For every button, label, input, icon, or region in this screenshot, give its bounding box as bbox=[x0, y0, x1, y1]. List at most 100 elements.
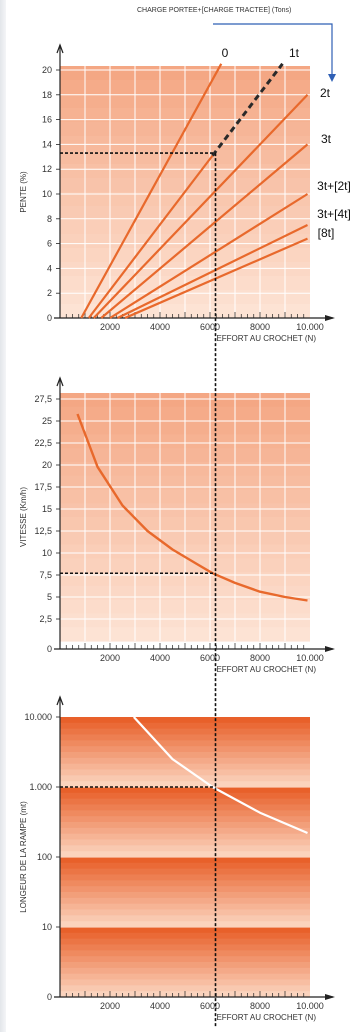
y-tick-label: 12,5 bbox=[34, 526, 52, 536]
x-axis-arrow-icon bbox=[325, 315, 335, 321]
curve-label: 3t bbox=[321, 132, 332, 146]
y-tick-label: 15 bbox=[42, 504, 52, 514]
plot-background-stripe bbox=[60, 868, 310, 876]
vitesse-curve bbox=[76, 413, 308, 602]
chart-panel-1 bbox=[54, 43, 335, 321]
y-axis-arrow-icon bbox=[56, 376, 64, 387]
plot-background-stripe bbox=[60, 769, 310, 776]
x-tick-label: 6000 bbox=[200, 653, 220, 663]
y-axis-arrow-icon bbox=[56, 695, 64, 706]
plot-background-stripe bbox=[60, 775, 310, 782]
curve-label: 3t+[2t] bbox=[317, 179, 351, 193]
y-axis-arrow-icon bbox=[56, 43, 64, 54]
x-axis-arrow-icon bbox=[325, 646, 335, 652]
plot-background-stripe bbox=[60, 827, 310, 835]
plot-background-stripe bbox=[60, 950, 310, 957]
x-tick-label: 6000 bbox=[200, 1001, 220, 1011]
header-legend: CHARGE PORTEE+[CHARGE TRACTEE] (Tons) bbox=[137, 7, 292, 14]
x-tick-label: 4000 bbox=[150, 1001, 170, 1011]
plot-background-stripe bbox=[60, 722, 310, 730]
plot-background-stripe bbox=[60, 798, 310, 806]
y-tick-label: 6 bbox=[47, 239, 52, 249]
x-axis-title: EFFORT AU CROCHET (N) bbox=[216, 1013, 316, 1022]
window-edge bbox=[0, 0, 6, 1032]
plot-background-stripe bbox=[60, 857, 310, 864]
y-axis-title: LONGEUR DE LA RAMPE (mt) bbox=[19, 801, 28, 913]
y-tick-label: 18 bbox=[42, 90, 52, 100]
y-tick-label: 17,5 bbox=[34, 482, 52, 492]
plot-background-stripe bbox=[60, 938, 310, 946]
y-tick-label: 8 bbox=[47, 214, 52, 224]
x-tick-label: 2000 bbox=[100, 322, 120, 332]
y-tick-label: 20 bbox=[42, 460, 52, 470]
x-tick-label: 4000 bbox=[150, 653, 170, 663]
plot-background-stripe bbox=[60, 897, 310, 905]
pente-curve-5 bbox=[109, 193, 309, 319]
plot-background-stripe bbox=[60, 822, 310, 829]
x-tick-label: 8000 bbox=[250, 653, 270, 663]
x-tick-label: 10.000 bbox=[296, 322, 324, 332]
plot-background-stripe bbox=[60, 781, 310, 788]
curve-label: 1t bbox=[289, 46, 300, 60]
plot-background-stripe bbox=[60, 862, 310, 870]
y-axis-title: VITESSE (Km/h) bbox=[19, 487, 28, 547]
chart-panel-3 bbox=[54, 695, 335, 1000]
pente-curve-1t-solid bbox=[87, 154, 214, 319]
plot-background-stripe bbox=[60, 810, 310, 817]
x-tick-label: 2000 bbox=[100, 653, 120, 663]
y-tick-label: 14 bbox=[42, 139, 52, 149]
plot-background-stripe bbox=[60, 746, 310, 753]
y-axis-title: PENTE (%) bbox=[19, 171, 28, 213]
plot-background-stripe bbox=[60, 792, 310, 800]
plot-background-stripe bbox=[60, 944, 310, 951]
y-tick-label: 16 bbox=[42, 115, 52, 125]
y-tick-label: 25 bbox=[42, 416, 52, 426]
y-tick-label: 2 bbox=[47, 288, 52, 298]
pente-curve-1 bbox=[80, 63, 223, 319]
plot-background-stripe bbox=[60, 886, 310, 893]
plot-background-stripe bbox=[60, 734, 310, 741]
x-axis-title: EFFORT AU CROCHET (N) bbox=[216, 334, 316, 343]
y-tick-label: 10 bbox=[42, 548, 52, 558]
x-tick-label: 10.000 bbox=[296, 1001, 324, 1011]
pente-curve-3 bbox=[92, 94, 309, 319]
plot-background-stripe bbox=[60, 728, 310, 736]
y-tick-label: 27,5 bbox=[34, 394, 52, 404]
plot-background-stripe bbox=[60, 804, 310, 811]
plot-background-stripe bbox=[60, 892, 310, 899]
y-tick-label: 1.000 bbox=[29, 782, 52, 792]
plot-background-stripe bbox=[60, 833, 310, 841]
plot-background-stripe bbox=[60, 845, 310, 852]
plot-background-stripe bbox=[60, 757, 310, 765]
curve-label: [8t] bbox=[318, 226, 335, 240]
curve-label: 3t+[4t] bbox=[317, 207, 351, 221]
plot-background-stripe bbox=[60, 816, 310, 823]
y-tick-label: 100 bbox=[37, 852, 52, 862]
plot-background-stripe bbox=[60, 956, 310, 963]
plot-background-stripe bbox=[60, 717, 310, 724]
y-tick-label: 10 bbox=[42, 922, 52, 932]
x-tick-label: 2000 bbox=[100, 1001, 120, 1011]
plot-background-stripe bbox=[60, 752, 310, 759]
x-axis-arrow-icon bbox=[325, 994, 335, 1000]
y-tick-label: 5 bbox=[47, 592, 52, 602]
curve-label: 0 bbox=[222, 46, 229, 60]
plot-background-stripe bbox=[60, 962, 310, 969]
plot-background-stripe bbox=[60, 880, 310, 887]
chart-panel-2 bbox=[54, 376, 335, 652]
y-tick-label: 20 bbox=[42, 65, 52, 75]
plot-background-stripe bbox=[60, 985, 310, 992]
x-axis-title: EFFORT AU CROCHET (N) bbox=[216, 665, 316, 674]
y-tick-label: 2,5 bbox=[39, 614, 52, 624]
plot-background-stripe bbox=[60, 973, 310, 981]
curve-label: 2t bbox=[320, 86, 331, 100]
x-tick-label: 10.000 bbox=[296, 653, 324, 663]
plot-background-stripe bbox=[60, 921, 310, 928]
x-tick-label: 4000 bbox=[150, 322, 170, 332]
plot-background-stripe bbox=[60, 915, 310, 922]
x-tick-label: 8000 bbox=[250, 322, 270, 332]
plot-background-stripe bbox=[60, 979, 310, 986]
legend-arrow-icon bbox=[328, 74, 336, 82]
plot-background-stripe bbox=[60, 903, 310, 911]
plot-background-stripe bbox=[60, 851, 310, 858]
